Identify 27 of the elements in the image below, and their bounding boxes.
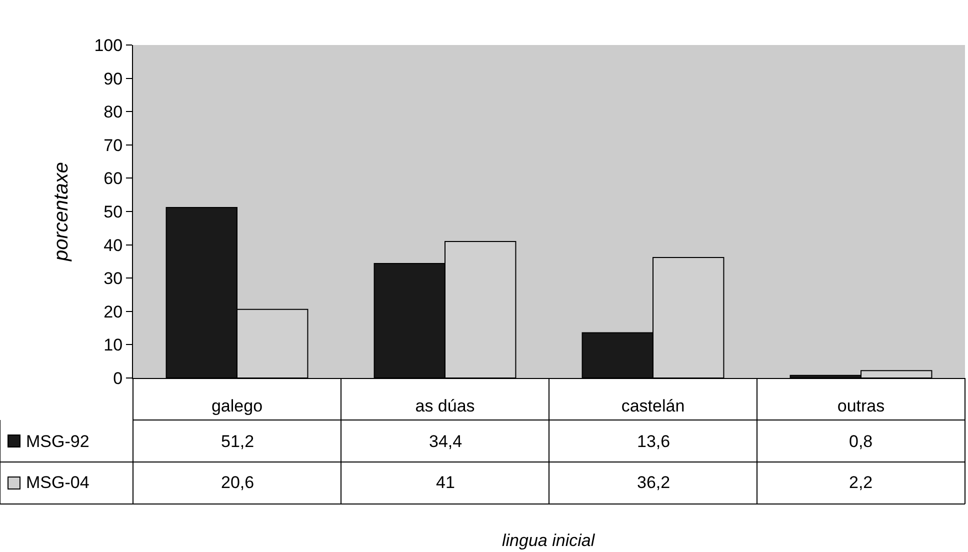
data-label: 41 xyxy=(436,473,455,492)
data-label: 0,8 xyxy=(849,432,873,451)
legend-label: MSG-92 xyxy=(26,432,90,451)
legend-label: MSG-04 xyxy=(26,473,90,492)
data-label: 36,2 xyxy=(637,473,670,492)
y-tick-label: 100 xyxy=(94,36,123,55)
x-tick-label: castelán xyxy=(621,396,685,416)
x-tick-label: galego xyxy=(211,396,263,416)
y-tick-label: 50 xyxy=(104,202,123,222)
y-tick-label: 0 xyxy=(113,368,123,388)
data-label: 2,2 xyxy=(849,473,873,492)
x-tick-label: outras xyxy=(837,396,885,416)
y-tick-label: 90 xyxy=(104,69,123,88)
data-label: 51,2 xyxy=(221,432,254,451)
y-tick-label: 80 xyxy=(104,102,123,122)
y-tick-label: 60 xyxy=(104,169,123,188)
y-tick-label: 30 xyxy=(104,269,123,288)
y-tick-label: 40 xyxy=(104,236,123,255)
x-tick-label: as dúas xyxy=(415,396,475,416)
data-label: 13,6 xyxy=(637,432,670,451)
data-label: 20,6 xyxy=(221,473,254,492)
data-label: 34,4 xyxy=(429,432,462,451)
text: lingua inicial xyxy=(502,531,596,550)
y-tick-label: 70 xyxy=(104,136,123,155)
y-tick-label: 20 xyxy=(104,302,123,322)
y-tick-label: 10 xyxy=(104,336,123,355)
y-axis-title: porcentaxe xyxy=(50,162,73,262)
